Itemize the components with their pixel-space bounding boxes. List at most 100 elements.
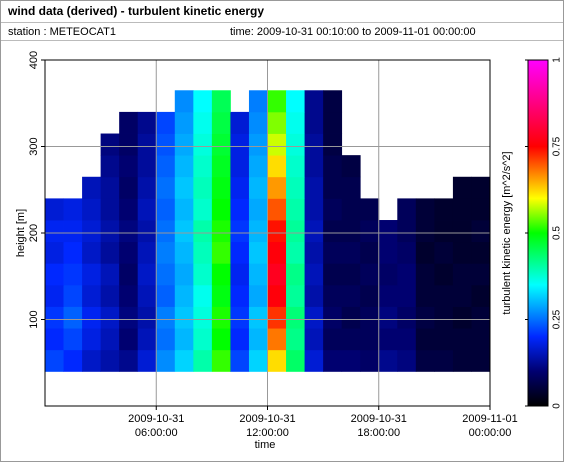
colorbar-tick-label: 0.25	[552, 309, 563, 329]
heat-cell	[415, 349, 435, 372]
heat-cell	[471, 241, 491, 264]
heat-cell	[286, 349, 305, 372]
heat-cell	[304, 328, 324, 351]
heat-cell	[119, 328, 139, 351]
heat-cell	[286, 284, 305, 307]
heat-cell	[193, 198, 213, 221]
heat-cell	[248, 306, 268, 329]
heat-cell	[230, 349, 250, 372]
heat-cell	[471, 176, 491, 199]
heat-cell	[304, 220, 324, 243]
heat-cell	[304, 349, 324, 372]
heat-cell	[119, 133, 139, 156]
heat-cell	[248, 263, 268, 286]
heat-cell	[100, 155, 120, 178]
heat-cell	[137, 133, 157, 156]
heat-cell	[267, 176, 287, 199]
heat-cell	[230, 198, 250, 221]
heat-cell	[63, 349, 83, 372]
heat-cell	[415, 241, 435, 264]
heat-cell	[211, 198, 231, 221]
heat-cell	[452, 176, 472, 199]
heat-cell	[248, 284, 268, 307]
heat-cell	[434, 328, 454, 351]
y-tick-label: 100	[28, 310, 40, 328]
station: station : METEOCAT1	[8, 26, 116, 38]
heat-cell	[193, 263, 213, 286]
heat-cell	[341, 328, 361, 351]
heat-cell	[82, 176, 102, 199]
colorbar-label: turbulent kinetic energy [m^2/s^2]	[501, 151, 513, 314]
heat-cell	[63, 220, 83, 243]
heat-cell	[323, 241, 343, 264]
heat-cell	[248, 90, 268, 113]
heat-cell	[286, 155, 305, 178]
x-tick-label: 00:00:00	[469, 427, 512, 439]
heat-cell	[360, 306, 380, 329]
heat-cell	[137, 198, 157, 221]
heat-cell	[156, 349, 176, 372]
heat-cell	[415, 263, 435, 286]
heat-cell	[193, 349, 213, 372]
x-tick-label: 2009-10-31	[239, 413, 295, 425]
heat-cell	[267, 111, 287, 134]
colorbar-tick-label: 0.75	[552, 136, 563, 156]
heat-cell	[174, 133, 194, 156]
heat-cell	[174, 220, 194, 243]
heat-cell	[82, 306, 102, 329]
heat-cell	[248, 349, 268, 372]
heat-cell	[193, 220, 213, 243]
heat-cell	[452, 306, 472, 329]
heat-cell	[100, 349, 120, 372]
heat-cell	[137, 328, 157, 351]
heat-cell	[193, 176, 213, 199]
heat-cell	[174, 111, 194, 134]
heat-cell	[360, 241, 380, 264]
heat-cell	[230, 284, 250, 307]
heat-cell	[378, 241, 398, 264]
heat-cell	[415, 306, 435, 329]
heat-cell	[174, 328, 194, 351]
heat-cell	[286, 111, 305, 134]
heat-cell	[452, 241, 472, 264]
x-axis-label: time	[255, 439, 276, 451]
heat-cell	[471, 198, 491, 221]
heat-cell	[434, 220, 454, 243]
heat-cell	[434, 241, 454, 264]
heat-cell	[452, 263, 472, 286]
heat-cell	[378, 306, 398, 329]
heat-cell	[119, 111, 139, 134]
heat-cell	[156, 155, 176, 178]
heat-cell	[82, 198, 102, 221]
heat-cell	[323, 155, 343, 178]
heat-cell	[174, 349, 194, 372]
heat-cell	[45, 263, 64, 286]
heat-cell	[304, 133, 324, 156]
heat-cell	[119, 198, 139, 221]
heat-cell	[211, 155, 231, 178]
heat-cell	[156, 220, 176, 243]
heat-cell	[304, 263, 324, 286]
heat-cell	[211, 176, 231, 199]
heat-cell	[137, 349, 157, 372]
heat-cell	[156, 198, 176, 221]
heat-cell	[137, 263, 157, 286]
heat-cell	[248, 111, 268, 134]
heat-cell	[323, 328, 343, 351]
heat-cell	[211, 349, 231, 372]
heat-cell	[471, 328, 491, 351]
heat-cell	[100, 220, 120, 243]
heat-cell	[452, 349, 472, 372]
heat-cell	[397, 284, 417, 307]
heat-cell	[323, 176, 343, 199]
heat-cell	[471, 284, 491, 307]
heat-cell	[137, 220, 157, 243]
heat-cell	[397, 220, 417, 243]
heat-cell	[323, 263, 343, 286]
colorbar	[527, 59, 549, 407]
heat-cell	[174, 90, 194, 113]
heat-cell	[45, 220, 64, 243]
heat-cell	[100, 198, 120, 221]
heat-cell	[360, 328, 380, 351]
heat-cell	[341, 263, 361, 286]
